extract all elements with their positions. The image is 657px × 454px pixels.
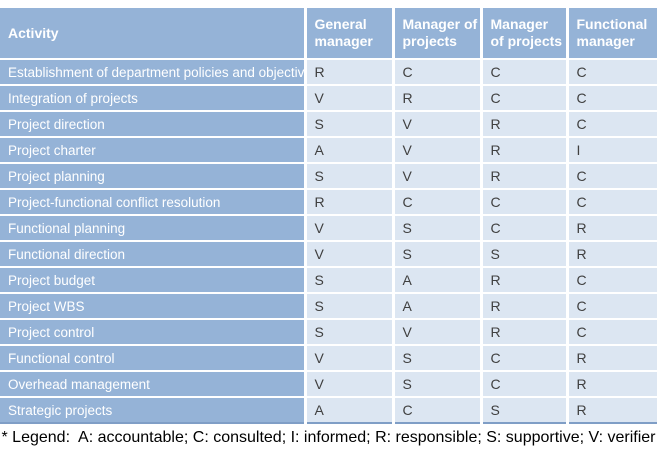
value-cell: S <box>481 241 569 268</box>
column-header-general-manager: General manager <box>305 8 395 60</box>
value-cell: R <box>481 293 569 320</box>
value-cell: C <box>481 345 569 372</box>
table-row: Project control S V R C <box>0 319 657 346</box>
table-row: Project WBS S A R C <box>0 293 657 320</box>
activity-cell: Project WBS <box>0 293 307 320</box>
value-cell: V <box>393 111 483 138</box>
value-cell: C <box>481 215 569 242</box>
value-cell: S <box>393 215 483 242</box>
activity-cell: Establishment of department policies and… <box>0 59 307 86</box>
value-cell: R <box>393 85 483 112</box>
value-cell: C <box>567 189 657 216</box>
value-cell: C <box>393 397 483 424</box>
value-cell: C <box>393 59 483 86</box>
value-cell: A <box>305 397 395 424</box>
value-cell: R <box>481 267 569 294</box>
value-cell: V <box>305 85 395 112</box>
activity-cell: Overhead management <box>0 371 307 398</box>
table-row: Project planning S V R C <box>0 163 657 190</box>
value-cell: C <box>481 59 569 86</box>
value-cell: C <box>567 59 657 86</box>
table-row: Strategic projects A C S R <box>0 397 657 424</box>
activity-cell: Strategic projects <box>0 397 307 424</box>
value-cell: R <box>481 163 569 190</box>
table-row: Project-functional conflict resolution R… <box>0 189 657 216</box>
column-header-activity: Activity <box>0 8 307 60</box>
value-cell: V <box>393 163 483 190</box>
activity-cell: Integration of projects <box>0 85 307 112</box>
activity-cell: Project control <box>0 319 307 346</box>
value-cell: I <box>567 137 657 164</box>
value-cell: A <box>305 137 395 164</box>
value-cell: S <box>305 111 395 138</box>
table-row: Functional direction V S S R <box>0 241 657 268</box>
value-cell: V <box>305 371 395 398</box>
header-row: Activity General manager Manager of proj… <box>0 8 657 60</box>
table-row: Overhead management V S C R <box>0 371 657 398</box>
value-cell: R <box>481 137 569 164</box>
legend-text: * Legend: A: accountable; C: consulted; … <box>1 429 656 446</box>
value-cell: C <box>567 267 657 294</box>
value-cell: R <box>305 189 395 216</box>
table-row: Functional planning V S C R <box>0 215 657 242</box>
value-cell: V <box>393 319 483 346</box>
activity-cell: Project planning <box>0 163 307 190</box>
column-header-manager-of-projects-1: Manager of projects <box>393 8 483 60</box>
activity-cell: Functional planning <box>0 215 307 242</box>
value-cell: R <box>567 371 657 398</box>
value-cell: C <box>393 189 483 216</box>
column-header-manager-of-projects-2: Manager of projects <box>481 8 569 60</box>
value-cell: R <box>481 319 569 346</box>
value-cell: V <box>393 137 483 164</box>
value-cell: S <box>481 397 569 424</box>
table-row: Project budget S A R C <box>0 267 657 294</box>
value-cell: C <box>567 319 657 346</box>
value-cell: R <box>567 215 657 242</box>
value-cell: V <box>305 241 395 268</box>
activity-cell: Functional control <box>0 345 307 372</box>
table-row: Integration of projects V R C C <box>0 85 657 112</box>
value-cell: C <box>481 189 569 216</box>
value-cell: V <box>305 345 395 372</box>
table-row: Functional control V S C R <box>0 345 657 372</box>
value-cell: V <box>305 215 395 242</box>
value-cell: S <box>393 371 483 398</box>
activity-cell: Project budget <box>0 267 307 294</box>
value-cell: A <box>393 293 483 320</box>
value-cell: R <box>567 397 657 424</box>
value-cell: R <box>481 111 569 138</box>
value-cell: C <box>481 371 569 398</box>
value-cell: C <box>481 85 569 112</box>
activity-cell: Project-functional conflict resolution <box>0 189 307 216</box>
table-row: Establishment of department policies and… <box>0 59 657 86</box>
activity-cell: Project direction <box>0 111 307 138</box>
value-cell: S <box>305 293 395 320</box>
value-cell: C <box>567 85 657 112</box>
value-cell: C <box>567 163 657 190</box>
value-cell: R <box>567 241 657 268</box>
table-row: Project charter A V R I <box>0 137 657 164</box>
table-row: Project direction S V R C <box>0 111 657 138</box>
value-cell: R <box>305 59 395 86</box>
value-cell: S <box>305 163 395 190</box>
responsibility-matrix-table: Activity General manager Manager of proj… <box>0 8 657 424</box>
column-header-functional-manager: Functional manager <box>567 8 657 60</box>
value-cell: S <box>393 241 483 268</box>
value-cell: R <box>567 345 657 372</box>
value-cell: C <box>567 293 657 320</box>
value-cell: S <box>393 345 483 372</box>
activity-cell: Functional direction <box>0 241 307 268</box>
value-cell: C <box>567 111 657 138</box>
value-cell: S <box>305 319 395 346</box>
value-cell: S <box>305 267 395 294</box>
value-cell: A <box>393 267 483 294</box>
activity-cell: Project charter <box>0 137 307 164</box>
